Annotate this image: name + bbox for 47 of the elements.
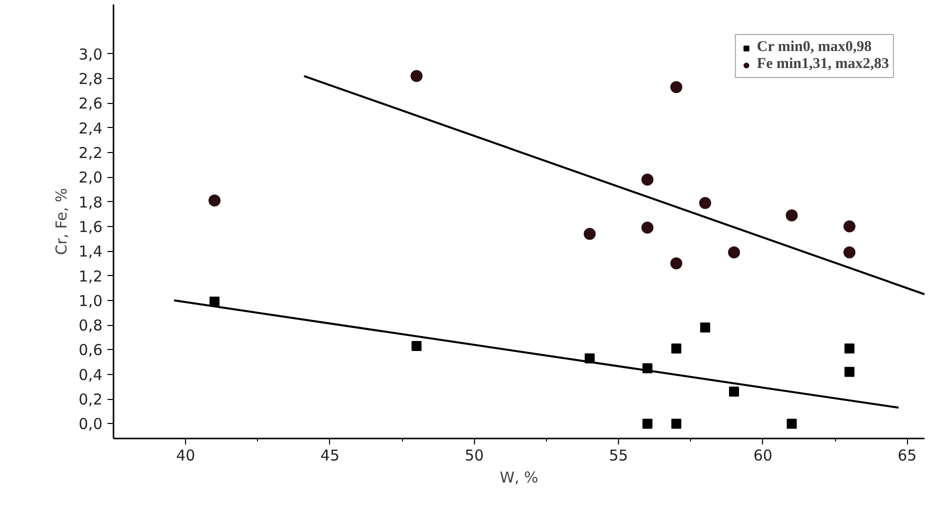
legend-label: Fe min1,31, max2,83 [756,56,889,73]
point [412,341,422,352]
y-tick-label: 1,8 [78,193,103,212]
point [700,322,710,333]
point [670,257,682,270]
y-tick-label: 2,0 [78,168,103,187]
y-tick-label: 1,2 [78,267,103,286]
x-tick-label: 55 [609,446,628,464]
x-tick-label: 45 [320,446,340,464]
point [641,222,654,234]
y-tick-label: 1,6 [78,218,103,236]
y-tick-label: 2,8 [78,70,103,88]
point [671,418,682,429]
y-tick-label: 0,8 [78,316,103,335]
point [208,194,221,207]
point [729,386,740,397]
point [641,174,654,186]
y-tick-label: 3,0 [78,45,103,64]
y-tick-label: 2,4 [78,119,103,138]
point [699,197,712,209]
y-tick-label: 0,0 [78,415,103,434]
point [844,343,854,354]
y-tick-label: 2,6 [78,94,103,113]
y-tick-label: 0,4 [78,366,103,384]
x-axis-title: W, % [500,468,538,486]
point [843,246,856,258]
x-tick-label: 50 [464,446,484,464]
x-tick-label: 40 [176,446,196,464]
point [786,209,798,222]
y-axis-title: Cr, Fe, % [52,188,71,255]
point [670,81,682,94]
point [642,418,652,429]
point [671,343,682,354]
point [410,70,423,82]
x-tick-label: 65 [898,446,917,464]
y-tick-label: 2,2 [78,144,103,162]
point [843,220,856,232]
point [584,228,596,240]
y-tick-label: 1,4 [78,242,103,261]
x-tick-label: 60 [753,446,772,464]
point [786,418,797,429]
point [844,366,854,377]
y-tick-label: 0,6 [78,341,103,360]
y-tick-label: 1,0 [78,292,103,310]
legend-label: Cr min0, max0,98 [756,39,872,56]
point [728,246,740,258]
y-tick-label: 0,2 [78,390,103,409]
